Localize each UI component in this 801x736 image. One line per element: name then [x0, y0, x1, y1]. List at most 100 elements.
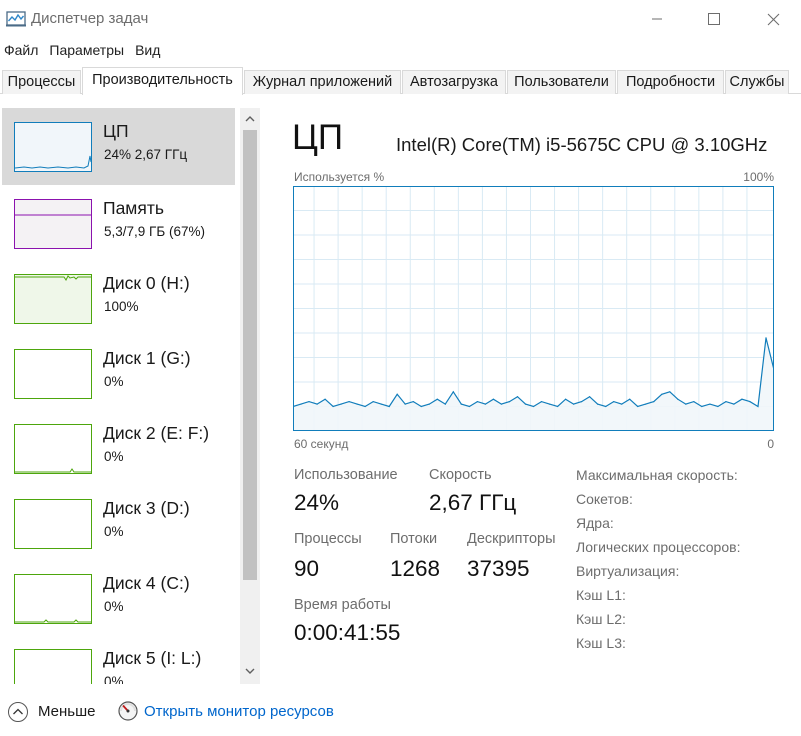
cpu-usage-point	[677, 398, 679, 400]
cpu-usage-point	[621, 403, 623, 405]
resource-name: Диск 2 (E: F:)	[103, 423, 210, 443]
resource-thumbnail-graph	[14, 122, 92, 172]
resource-item-disk-7[interactable]: Диск 5 (I: L:) 0%	[2, 635, 235, 684]
resource-item-disk-4[interactable]: Диск 2 (E: F:) 0%	[2, 410, 235, 487]
minimize-button[interactable]	[634, 0, 680, 38]
cpu-usage-point	[532, 405, 535, 408]
close-icon	[767, 13, 779, 25]
cpu-usage-point	[557, 405, 559, 408]
resource-item-disk-3[interactable]: Диск 1 (G:) 0%	[2, 335, 235, 412]
open-resource-monitor-link[interactable]: Открыть монитор ресурсов	[144, 703, 334, 720]
fewer-details-button[interactable]: Меньше	[38, 703, 96, 720]
cpu-usage-point	[300, 403, 302, 405]
resource-list: ЦП 24% 2,67 ГГц Память 5,3/7,9 ГБ (67%) Диск…	[0, 108, 260, 684]
resource-thumbnail-graph	[14, 499, 92, 549]
cpu-usage-point	[436, 398, 438, 400]
handles-value: 37395	[467, 556, 530, 581]
cpu-usage-point	[669, 391, 671, 393]
minimize-icon	[652, 18, 662, 20]
cpu-usage-point	[637, 405, 639, 408]
cpu-usage-point	[404, 403, 406, 405]
tab-startup[interactable]: Автозагрузка	[402, 70, 506, 94]
cpu-usage-point	[725, 401, 727, 403]
tab-details[interactable]: Подробности	[617, 70, 724, 94]
task-manager-icon	[6, 11, 26, 27]
cpu-usage-point	[757, 405, 759, 408]
cpu-usage-point	[356, 403, 358, 405]
menu-file[interactable]: Файл	[4, 42, 39, 58]
resource-thumbnail-graph	[14, 274, 92, 324]
resource-item-disk-5[interactable]: Диск 3 (D:) 0%	[2, 485, 235, 562]
handles-label: Дескрипторы	[467, 531, 556, 547]
resource-thumbnail-graph	[14, 424, 92, 474]
spec-l2-cache: Кэш L2:	[576, 611, 626, 627]
maximize-button[interactable]	[691, 0, 737, 38]
speed-label: Скорость	[429, 467, 492, 483]
cpu-usage-point	[412, 401, 414, 403]
cpu-usage-point	[717, 405, 719, 408]
graph-y-max: 100%	[743, 170, 774, 184]
cpu-usage-point	[709, 403, 711, 405]
window-title: Диспетчер задач	[31, 10, 149, 27]
resource-stat: 24% 2,67 ГГц	[104, 147, 188, 162]
usage-label: Использование	[294, 467, 398, 483]
cpu-usage-area	[293, 337, 774, 431]
graph-x-start: 60 секунд	[294, 437, 349, 451]
tab-processes[interactable]: Процессы	[2, 70, 81, 94]
cpu-usage-point	[372, 401, 374, 403]
resource-name: Диск 0 (H:)	[103, 273, 190, 293]
processes-label: Процессы	[294, 531, 362, 547]
tab-app-history[interactable]: Журнал приложений	[244, 70, 401, 94]
cpu-usage-point	[765, 337, 767, 339]
usage-value: 24%	[294, 490, 340, 515]
resource-list-scrollbar[interactable]	[240, 108, 260, 684]
resource-monitor-icon	[118, 701, 138, 721]
cpu-usage-point	[388, 405, 390, 408]
cpu-usage-point	[380, 403, 382, 405]
tab-bar: Процессы Производительность Журнал прило…	[0, 67, 801, 95]
menu-bar: Файл Параметры Вид	[0, 40, 167, 62]
resource-stat: 5,3/7,9 ГБ (67%)	[104, 224, 205, 239]
cpu-usage-point	[685, 403, 687, 405]
tab-performance[interactable]: Производительность	[82, 67, 243, 95]
cpu-usage-point	[452, 391, 454, 393]
resource-stat: 0%	[104, 449, 124, 464]
cpu-usage-point	[420, 405, 422, 408]
menu-options[interactable]: Параметры	[49, 42, 125, 58]
resource-item-disk-full-2[interactable]: Диск 0 (H:) 100%	[2, 260, 235, 337]
cpu-usage-point	[348, 401, 350, 403]
processes-value: 90	[294, 556, 320, 581]
resource-stat: 0%	[104, 599, 124, 614]
resource-item-memory[interactable]: Память 5,3/7,9 ГБ (67%)	[2, 185, 235, 262]
resource-item-cpu[interactable]: ЦП 24% 2,67 ГГц	[2, 108, 235, 185]
scroll-down-icon[interactable]	[244, 665, 256, 677]
cpu-usage-point	[629, 398, 631, 400]
resource-name: Диск 1 (G:)	[103, 348, 191, 368]
resource-name: Диск 5 (I: L:)	[103, 648, 202, 668]
cpu-usage-point	[484, 403, 486, 405]
resource-item-disk-6[interactable]: Диск 4 (C:) 0%	[2, 560, 235, 637]
tab-services[interactable]: Службы	[725, 70, 789, 94]
cpu-usage-point	[508, 401, 511, 403]
tab-users[interactable]: Пользователи	[507, 70, 616, 94]
scroll-up-icon[interactable]	[244, 113, 256, 125]
spec-sockets: Сокетов:	[576, 491, 633, 507]
cpu-usage-point	[565, 398, 567, 400]
resource-stat: 0%	[104, 524, 124, 539]
cpu-usage-point	[573, 403, 575, 405]
menu-view[interactable]: Вид	[135, 42, 161, 58]
cpu-usage-point	[597, 403, 599, 405]
collapse-chevron-icon[interactable]	[7, 701, 29, 723]
cpu-usage-point	[364, 405, 366, 408]
cpu-usage-point	[396, 393, 398, 395]
graph-x-end: 0	[767, 437, 774, 451]
cpu-usage-point	[332, 405, 334, 408]
scroll-thumb[interactable]	[243, 130, 257, 580]
cpu-title: ЦП	[292, 118, 344, 157]
cpu-usage-point	[581, 401, 583, 403]
uptime-label: Время работы	[294, 597, 391, 613]
spec-l1-cache: Кэш L1:	[576, 587, 626, 603]
cpu-usage-point	[733, 403, 735, 405]
close-button[interactable]	[750, 0, 796, 38]
